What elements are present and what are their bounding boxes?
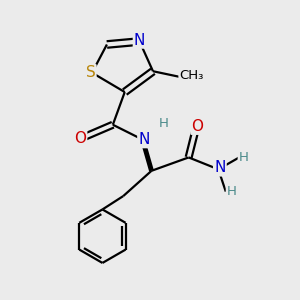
Text: H: H bbox=[239, 151, 249, 164]
Text: H: H bbox=[158, 117, 168, 130]
Text: S: S bbox=[86, 65, 95, 80]
Text: N: N bbox=[214, 160, 226, 175]
Text: H: H bbox=[227, 185, 237, 198]
Text: N: N bbox=[134, 32, 145, 47]
Text: O: O bbox=[192, 119, 204, 134]
Text: CH₃: CH₃ bbox=[179, 69, 204, 82]
Text: N: N bbox=[138, 132, 150, 147]
Text: O: O bbox=[74, 130, 86, 146]
